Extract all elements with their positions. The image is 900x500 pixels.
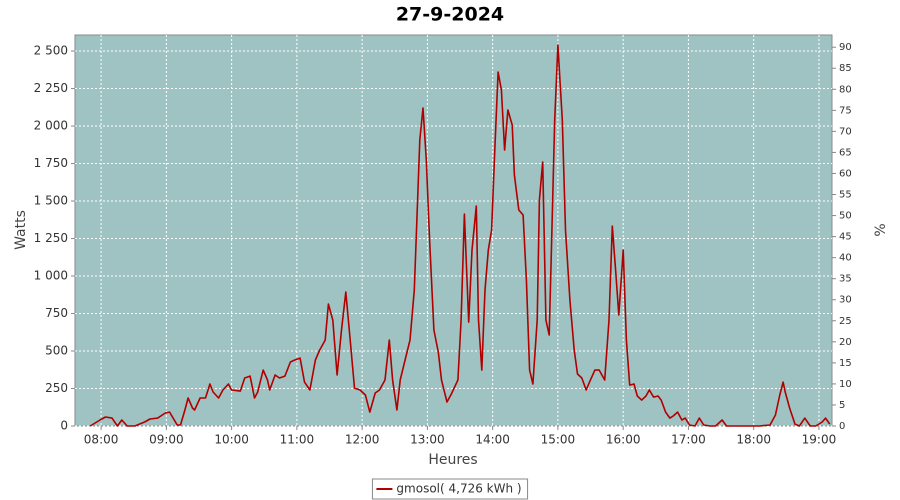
data-line [89,44,831,427]
y-tick-label: 0 [60,419,68,433]
x-axis-label: Heures [428,452,477,468]
y-tick-label: 2 000 [34,119,68,133]
y2-tick-label: 45 [839,232,852,243]
legend: gmosol( 4,726 kWh ) [371,478,529,500]
y2-tick-label: 55 [839,190,852,201]
x-tick-label: 10:00 [214,433,249,447]
y2-tick-label: 85 [839,63,852,74]
x-tick-label: 08:00 [84,433,119,447]
legend-box [371,478,529,500]
y2-tick-label: 90 [839,42,852,53]
y-tick-label: 500 [45,344,68,358]
y2-tick-label: 15 [839,358,852,369]
y2-axis-label: % [873,223,889,236]
y2-tick-label: 50 [839,211,852,222]
x-tick-label: 18:00 [736,433,771,447]
y2-tick-label: 80 [839,84,852,95]
y-tick-label: 1 000 [34,269,68,283]
y-tick-label: 250 [45,381,68,395]
y-axis-label: Watts [13,210,29,250]
x-tick-label: 13:00 [410,433,445,447]
y-tick-label: 2 500 [34,44,68,58]
x-tick-label: 12:00 [345,433,380,447]
y2-tick-label: 30 [839,295,852,306]
y2-tick-label: 35 [839,274,852,285]
x-tick-label: 17:00 [671,433,706,447]
y2-tick-label: 25 [839,316,852,327]
y-tick-label: 2 250 [34,81,68,95]
x-tick-label: 19:00 [802,433,837,447]
legend-label: gmosol( 4,726 kWh ) [396,482,521,496]
y-tick-label: 1 500 [34,194,68,208]
y2-tick-label: 65 [839,147,852,158]
chart-title: 27-9-2024 [396,4,504,26]
x-tick-label: 09:00 [149,433,184,447]
x-tick-label: 16:00 [606,433,641,447]
y-tick-label: 1 250 [34,231,68,245]
y2-tick-label: 60 [839,168,852,179]
y2-tick-label: 10 [839,379,852,390]
x-tick-label: 15:00 [541,433,576,447]
y-tick-label: 750 [45,306,68,320]
y2-tick-label: 70 [839,126,852,137]
x-tick-label: 11:00 [280,433,315,447]
x-tick-label: 14:00 [475,433,510,447]
plot-area [74,34,833,427]
y-tick-label: 1 750 [34,156,68,170]
y2-tick-label: 5 [839,400,845,411]
y2-tick-label: 40 [839,253,852,264]
y2-tick-label: 75 [839,105,852,116]
y2-tick-label: 0 [839,421,845,432]
y2-tick-label: 20 [839,337,852,348]
